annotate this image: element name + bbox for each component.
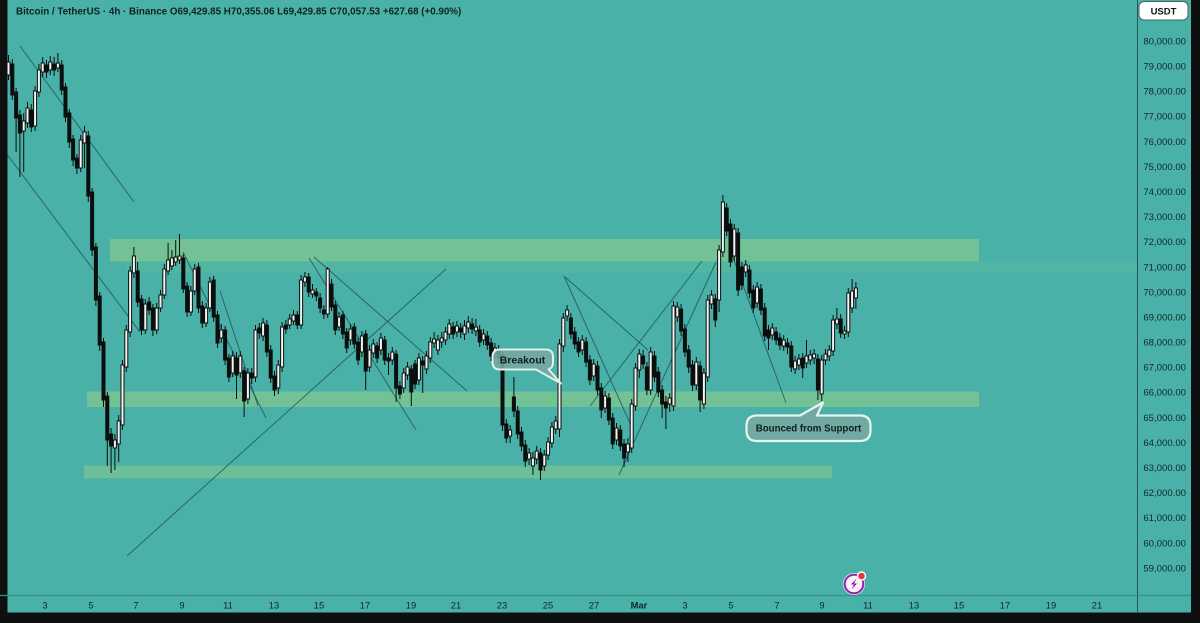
svg-text:21: 21 xyxy=(451,600,461,611)
svg-text:3: 3 xyxy=(42,600,47,611)
svg-text:75,000.00: 75,000.00 xyxy=(1143,162,1186,173)
svg-text:76,000.00: 76,000.00 xyxy=(1143,137,1186,148)
svg-text:77,000.00: 77,000.00 xyxy=(1143,112,1186,123)
svg-text:USDT: USDT xyxy=(1151,7,1177,18)
svg-text:68,000.00: 68,000.00 xyxy=(1143,338,1186,349)
svg-text:13: 13 xyxy=(909,600,919,611)
svg-text:25: 25 xyxy=(543,600,553,611)
svg-text:66,000.00: 66,000.00 xyxy=(1143,388,1186,399)
svg-text:61,000.00: 61,000.00 xyxy=(1143,513,1186,524)
svg-text:Bitcoin / TetherUS · 4h · Bina: Bitcoin / TetherUS · 4h · Binance O69,42… xyxy=(16,7,461,18)
svg-text:9: 9 xyxy=(179,600,184,611)
svg-text:7: 7 xyxy=(774,600,779,611)
svg-text:67,000.00: 67,000.00 xyxy=(1143,363,1186,374)
svg-text:19: 19 xyxy=(1046,600,1056,611)
svg-text:60,000.00: 60,000.00 xyxy=(1143,538,1186,549)
svg-text:23: 23 xyxy=(497,600,507,611)
svg-text:3: 3 xyxy=(682,600,687,611)
svg-text:Breakout: Breakout xyxy=(500,355,546,367)
svg-text:80,000.00: 80,000.00 xyxy=(1143,36,1186,47)
svg-text:65,000.00: 65,000.00 xyxy=(1143,413,1186,424)
svg-text:72,000.00: 72,000.00 xyxy=(1143,237,1186,248)
svg-text:63,000.00: 63,000.00 xyxy=(1143,463,1186,474)
svg-text:70,000.00: 70,000.00 xyxy=(1143,287,1186,298)
svg-text:74,000.00: 74,000.00 xyxy=(1143,187,1186,198)
svg-text:21: 21 xyxy=(1092,600,1102,611)
svg-text:5: 5 xyxy=(88,600,93,611)
svg-text:Mar: Mar xyxy=(631,600,648,611)
svg-text:7: 7 xyxy=(133,600,138,611)
svg-text:78,000.00: 78,000.00 xyxy=(1143,87,1186,98)
svg-text:11: 11 xyxy=(863,600,873,611)
svg-text:64,000.00: 64,000.00 xyxy=(1143,438,1186,449)
svg-text:69,000.00: 69,000.00 xyxy=(1143,312,1186,323)
svg-text:19: 19 xyxy=(406,600,416,611)
svg-text:9: 9 xyxy=(819,600,824,611)
svg-text:17: 17 xyxy=(360,600,370,611)
svg-text:15: 15 xyxy=(314,600,324,611)
svg-text:13: 13 xyxy=(269,600,279,611)
svg-text:59,000.00: 59,000.00 xyxy=(1143,563,1186,574)
svg-text:11: 11 xyxy=(223,600,233,611)
svg-text:62,000.00: 62,000.00 xyxy=(1143,488,1186,499)
svg-text:17: 17 xyxy=(1000,600,1010,611)
svg-text:79,000.00: 79,000.00 xyxy=(1143,62,1186,73)
svg-text:Bounced from Support: Bounced from Support xyxy=(756,424,862,435)
svg-text:73,000.00: 73,000.00 xyxy=(1143,212,1186,223)
svg-text:5: 5 xyxy=(728,600,733,611)
svg-text:71,000.00: 71,000.00 xyxy=(1143,262,1186,273)
svg-text:27: 27 xyxy=(589,600,599,611)
svg-text:15: 15 xyxy=(954,600,964,611)
